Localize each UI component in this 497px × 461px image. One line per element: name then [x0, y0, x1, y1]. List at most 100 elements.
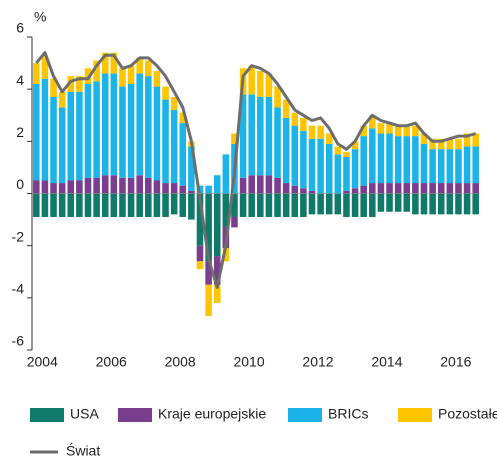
bar-segment	[136, 73, 143, 176]
x-tick-label: 2012	[302, 354, 333, 370]
bar-segment	[153, 86, 161, 181]
bar-segment	[153, 193, 161, 217]
legend-swatch	[288, 408, 322, 422]
bar-segment	[162, 86, 169, 100]
bar-segment	[394, 125, 402, 137]
bar-segment	[239, 193, 247, 217]
bar-segment	[67, 193, 75, 217]
bar-segment	[317, 125, 324, 139]
y-tick-label: 2	[16, 124, 24, 140]
bar-segment	[257, 96, 264, 176]
bar-segment	[446, 149, 454, 184]
bar-segment	[420, 183, 428, 194]
bar-segment	[274, 107, 281, 178]
bar-segment	[58, 183, 66, 194]
bar-segment	[360, 136, 367, 186]
bar-segment	[170, 110, 178, 184]
bar-segment	[412, 125, 419, 137]
bar-segment	[50, 193, 57, 217]
bar-segment	[76, 193, 83, 217]
bar-segment	[351, 193, 359, 217]
bar-segment	[394, 183, 402, 194]
bar-segment	[274, 86, 281, 108]
bar-segment	[437, 193, 445, 215]
legend-swatch	[30, 408, 64, 422]
bar-segment	[127, 83, 135, 178]
x-tick-label: 2008	[165, 354, 196, 370]
bar-segment	[300, 193, 307, 217]
bar-segment	[291, 125, 299, 186]
bar-segment	[386, 183, 393, 194]
bar-segment	[179, 185, 187, 194]
bar-segment	[145, 76, 152, 178]
bar-segment	[291, 193, 299, 217]
bar-segment	[429, 183, 436, 194]
bar-segment	[153, 70, 161, 87]
bar-segment	[50, 78, 57, 97]
bar-segment	[101, 193, 109, 217]
bar-segment	[213, 175, 221, 194]
bar-segment	[41, 55, 49, 79]
bar-segment	[412, 193, 419, 215]
bar-segment	[110, 193, 118, 217]
bar-segment	[420, 193, 428, 215]
bar-segment	[325, 143, 333, 194]
bar-segment	[455, 193, 462, 215]
bar-segment	[239, 94, 247, 178]
bar-segment	[248, 193, 255, 217]
bar-segment	[33, 180, 40, 194]
bar-segment	[446, 138, 454, 150]
x-tick-label: 2016	[440, 354, 471, 370]
bar-segment	[41, 78, 49, 181]
bar-segment	[282, 193, 290, 217]
bar-segment	[76, 76, 83, 92]
bar-segment	[308, 193, 316, 215]
y-tick-label: -2	[12, 228, 25, 244]
bar-segment	[205, 185, 212, 194]
bar-segment	[213, 284, 221, 304]
bar-segment	[274, 193, 281, 217]
bar-segment	[472, 133, 479, 147]
bar-segment	[101, 175, 109, 194]
bar-segment	[127, 177, 135, 194]
bar-segment	[429, 193, 436, 215]
bar-segment	[33, 193, 40, 217]
bar-segment	[170, 193, 178, 215]
bar-segment	[334, 193, 342, 215]
bar-segment	[325, 193, 333, 215]
bar-segment	[127, 193, 135, 217]
bar-segment	[205, 193, 212, 262]
bar-segment	[463, 193, 471, 215]
y-tick-label: 0	[16, 176, 24, 192]
bar-segment	[84, 177, 92, 194]
legend-label: Pozostałe	[438, 406, 497, 422]
bar-segment	[463, 183, 471, 194]
bar-segment	[343, 190, 350, 194]
bar-segment	[162, 193, 169, 217]
bar-segment	[188, 190, 195, 194]
legend-label: USA	[70, 406, 99, 422]
bar-segment	[472, 146, 479, 184]
bar-segment	[265, 96, 273, 176]
bar-segment	[41, 180, 49, 194]
bar-segment	[360, 185, 367, 194]
bar-segment	[325, 133, 333, 144]
bar-segment	[300, 117, 307, 131]
bar-segment	[334, 146, 342, 155]
bar-segment	[50, 96, 57, 184]
bar-segment	[67, 180, 75, 194]
bar-segment	[412, 183, 419, 194]
bar-segment	[351, 149, 359, 189]
bar-segment	[446, 193, 454, 215]
bar-segment	[58, 193, 66, 217]
bar-segment	[343, 193, 350, 217]
bar-segment	[110, 52, 118, 74]
bar-segment	[58, 107, 66, 184]
bar-segment	[369, 128, 376, 184]
bar-segment	[282, 117, 290, 184]
bar-segment	[403, 125, 411, 137]
bar-segment	[205, 284, 212, 317]
bar-segment	[351, 188, 359, 194]
bar-segment	[145, 60, 152, 77]
legend-label: Świat	[66, 442, 100, 459]
